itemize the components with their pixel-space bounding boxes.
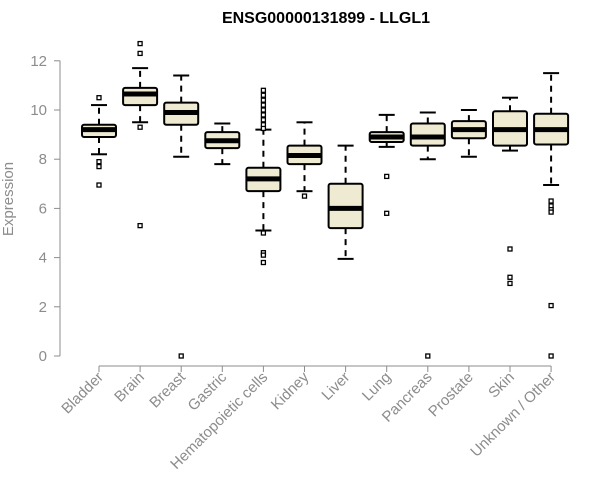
outlier-point	[137, 124, 143, 130]
x-tick-label: Liver	[318, 369, 353, 404]
outlier-point	[96, 95, 102, 101]
outlier-point	[507, 280, 513, 287]
outlier-point	[137, 50, 143, 57]
outlier-point	[96, 182, 102, 188]
box-lung	[368, 113, 405, 216]
box-liver	[327, 144, 364, 260]
box-pancreas	[409, 111, 446, 359]
outlier-point	[260, 259, 267, 266]
y-tick-label: 2	[39, 299, 47, 316]
x-tick-label: Bladder	[58, 369, 107, 418]
x-tick-label: Breast	[146, 368, 189, 411]
box-hematopoietic-cells	[245, 87, 282, 266]
outlier-point	[548, 353, 554, 359]
box-kidney	[286, 121, 323, 199]
outlier-point	[137, 40, 143, 47]
chart-title: ENSG00000131899 - LLGL1	[222, 10, 430, 27]
outlier-point	[548, 209, 554, 215]
outlier-point	[384, 173, 390, 180]
box-gastric	[204, 122, 241, 166]
outlier-point	[507, 274, 513, 280]
y-tick-label: 6	[39, 200, 47, 217]
outlier-point	[548, 302, 554, 309]
y-axis-label: Expression	[0, 162, 17, 236]
outlier-point	[260, 230, 267, 236]
box-breast	[163, 74, 200, 359]
outlier-point	[96, 159, 102, 165]
outlier-point	[260, 125, 267, 132]
outlier-point	[507, 246, 513, 252]
outlier-point	[384, 210, 390, 216]
outlier-point	[548, 198, 554, 204]
y-tick-label: 10	[30, 102, 47, 119]
box-prostate	[450, 109, 487, 158]
y-axis: 0 2 4 6 8 10 12	[30, 53, 61, 365]
x-tick-label: Lung	[359, 369, 395, 405]
outlier-point	[96, 163, 102, 170]
x-tick-label: Skin	[485, 369, 518, 402]
outlier-point	[425, 353, 431, 359]
outlier-point	[260, 107, 267, 113]
outlier-point	[260, 117, 267, 123]
y-tick-label: 4	[39, 250, 47, 267]
box-unknown-other	[533, 72, 570, 359]
x-tick-label: Prostate	[425, 369, 477, 421]
box-skin	[492, 96, 528, 287]
outlier-point	[260, 97, 267, 103]
x-tick-label: Brain	[111, 369, 148, 406]
y-tick-label: 8	[39, 151, 47, 168]
box-brain	[122, 40, 159, 229]
outlier-point	[178, 353, 184, 359]
y-tick-label: 12	[30, 53, 47, 70]
boxes-layer	[81, 40, 570, 359]
outlier-point	[260, 87, 267, 93]
outlier-point	[260, 102, 267, 108]
x-tick-label: Kidney	[268, 368, 313, 413]
outlier-point	[260, 252, 267, 258]
outlier-point	[137, 222, 143, 229]
outlier-point	[301, 193, 308, 199]
outlier-point	[260, 112, 267, 118]
outlier-point	[260, 92, 267, 98]
y-tick-label: 0	[39, 348, 47, 365]
box-bladder	[81, 95, 117, 188]
